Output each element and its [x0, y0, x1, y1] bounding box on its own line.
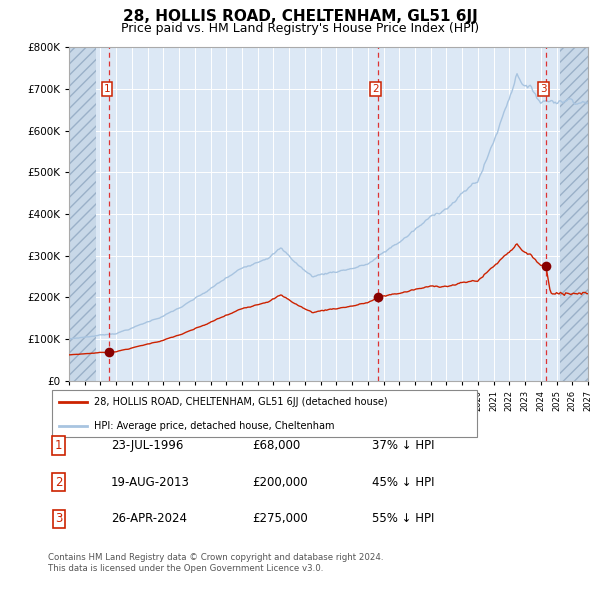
- Text: 37% ↓ HPI: 37% ↓ HPI: [372, 439, 434, 452]
- Text: Price paid vs. HM Land Registry's House Price Index (HPI): Price paid vs. HM Land Registry's House …: [121, 22, 479, 35]
- Text: 23-JUL-1996: 23-JUL-1996: [111, 439, 184, 452]
- FancyBboxPatch shape: [52, 390, 477, 437]
- Text: 1: 1: [103, 84, 110, 94]
- Text: 2: 2: [55, 476, 62, 489]
- Text: 28, HOLLIS ROAD, CHELTENHAM, GL51 6JJ: 28, HOLLIS ROAD, CHELTENHAM, GL51 6JJ: [122, 9, 478, 24]
- Text: 45% ↓ HPI: 45% ↓ HPI: [372, 476, 434, 489]
- Text: HPI: Average price, detached house, Cheltenham: HPI: Average price, detached house, Chel…: [94, 421, 334, 431]
- Text: 3: 3: [55, 512, 62, 525]
- Text: 28, HOLLIS ROAD, CHELTENHAM, GL51 6JJ (detached house): 28, HOLLIS ROAD, CHELTENHAM, GL51 6JJ (d…: [94, 396, 388, 407]
- Bar: [560, 47, 588, 381]
- Text: 3: 3: [540, 84, 547, 94]
- Text: £68,000: £68,000: [252, 439, 300, 452]
- Text: £275,000: £275,000: [252, 512, 308, 525]
- Text: 1: 1: [55, 439, 62, 452]
- Text: 55% ↓ HPI: 55% ↓ HPI: [372, 512, 434, 525]
- Text: 19-AUG-2013: 19-AUG-2013: [111, 476, 190, 489]
- Text: 26-APR-2024: 26-APR-2024: [111, 512, 187, 525]
- Text: Contains HM Land Registry data © Crown copyright and database right 2024.
This d: Contains HM Land Registry data © Crown c…: [48, 553, 383, 573]
- Text: £200,000: £200,000: [252, 476, 308, 489]
- Bar: [69, 47, 96, 381]
- Text: 2: 2: [372, 84, 379, 94]
